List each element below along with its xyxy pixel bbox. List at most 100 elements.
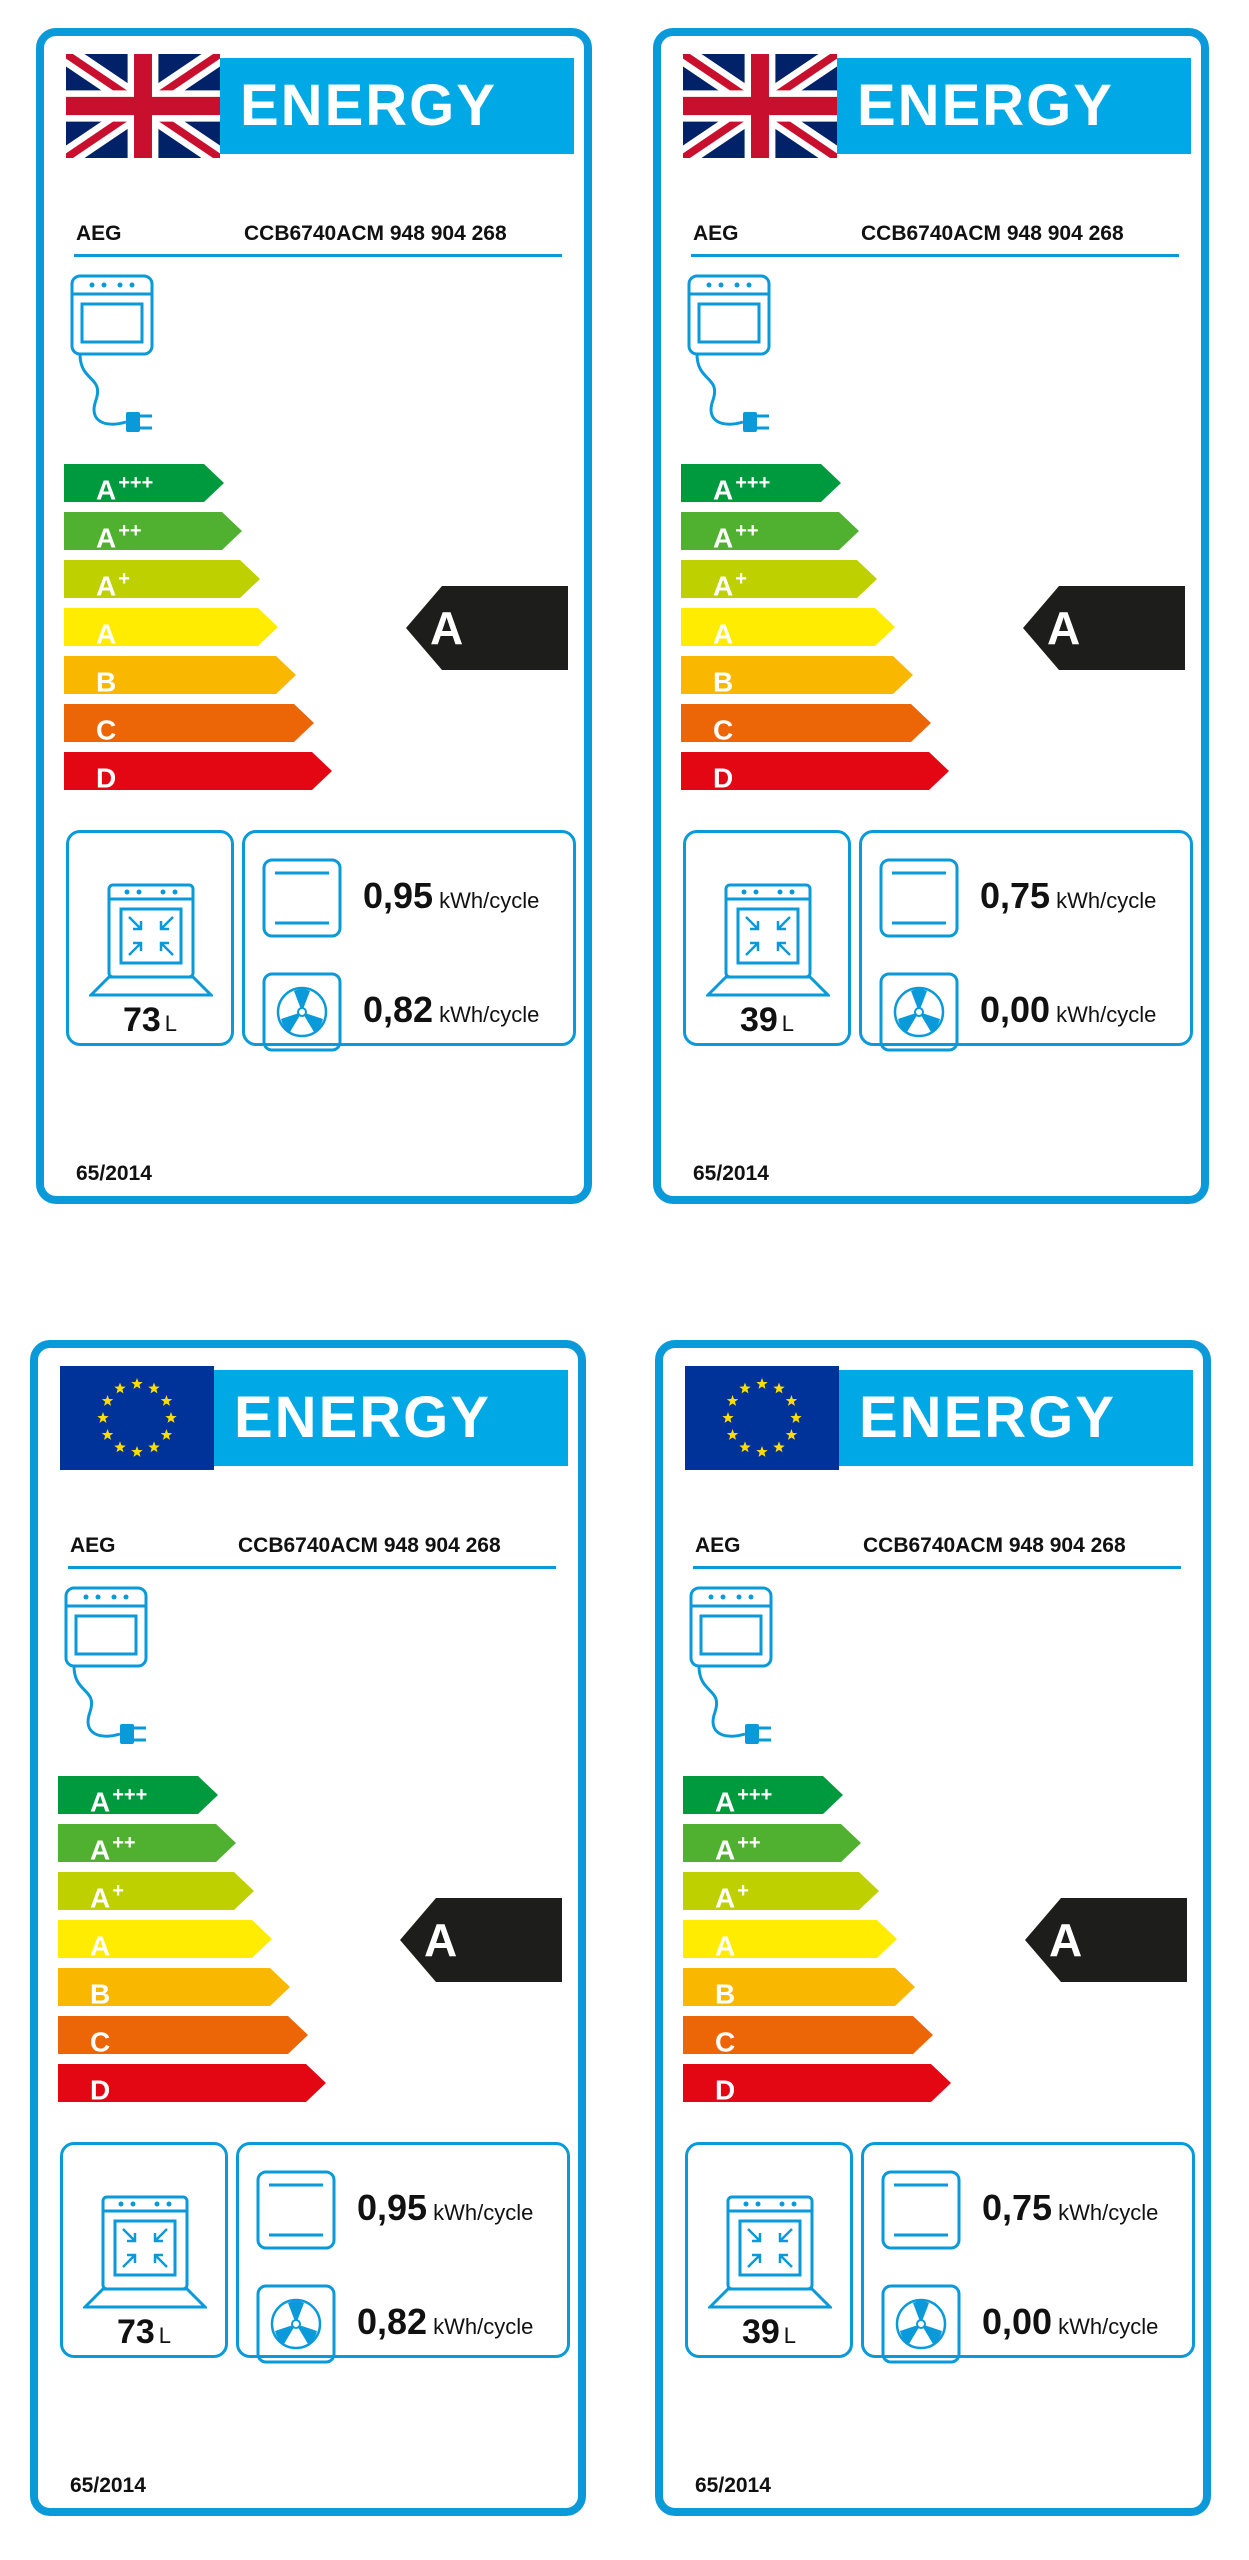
volume-value: 39 L [686,1001,848,1040]
scale-bar: A [681,608,895,649]
model-identifier: CCB6740ACM 948 904 268 [238,1534,501,1557]
scale-class-label: A + [715,1872,749,1917]
eu-flag-icon [685,1366,839,1470]
volume-value: 39 L [688,2313,850,2352]
scale-class-plus: ++ [118,520,142,542]
scale-class-label: D [90,2064,112,2109]
scale-class-letter: A [715,1882,736,1914]
regulation-number: 65/2014 [695,2474,771,2497]
fan-energy-unit: kWh/cycle [1058,2314,1159,2339]
energy-label: ENERGY AEG CCB6740ACM 948 904 268 A +++ A +… [36,28,592,1204]
oven-cavity-icon [89,883,213,997]
scale-bar: C [64,704,314,746]
scale-class-letter: B [715,1978,736,2010]
fan-energy: 0,00 kWh/cycle [980,989,1156,1031]
energy-banner: ENERGY [214,1370,568,1466]
scale-class-letter: C [713,714,734,746]
scale-bar: A [58,1920,272,1961]
scale-class-plus: ++ [735,520,759,542]
conventional-energy: 0,95 kWh/cycle [357,2187,533,2229]
conventional-energy: 0,75 kWh/cycle [982,2187,1158,2229]
scale-class-label: B [90,1968,112,2013]
rating-class: A [1047,602,1081,654]
energy-scale: A +++ A ++ A + A B C D [58,1776,378,2116]
scale-class-letter: A [96,570,117,602]
scale-class-plus: + [737,1880,749,1902]
scale-class-letter: D [713,762,734,794]
scale-class-letter: A [90,1882,111,1914]
scale-class-label: B [96,656,118,701]
conventional-mode-icon [881,2170,961,2250]
scale-class-letter: C [96,714,117,746]
oven-cavity-icon [708,2195,832,2309]
fan-energy-value: 0,82 [357,2301,428,2342]
scale-class-plus: + [112,1880,124,1902]
scale-bar: A +++ [683,1776,843,1818]
fan-mode-icon [881,2284,961,2364]
energy-scale: A +++ A ++ A + A B C D [64,464,384,804]
fan-energy: 0,00 kWh/cycle [982,2301,1158,2343]
scale-class-letter: B [90,1978,111,2010]
volume-box: 39 L [685,2142,853,2358]
scale-bar: A [683,1920,897,1961]
scale-class-label: D [713,752,735,797]
scale-class-plus: + [735,568,747,590]
header-divider [68,1566,556,1569]
scale-class-letter: D [715,2074,736,2106]
oven-plug-icon [689,1586,773,1744]
oven-plug-icon [687,274,771,432]
scale-class-label: D [715,2064,737,2109]
scale-class-letter: A [90,1786,111,1818]
conventional-energy-value: 0,95 [363,875,434,916]
scale-class-label: A [715,1920,737,1965]
scale-bar: C [681,704,931,746]
conventional-mode-icon [879,858,959,938]
fan-mode-icon [256,2284,336,2364]
energy-scale: A +++ A ++ A + A B C D [681,464,1001,804]
volume-number: 73 [116,2313,155,2351]
regulation-number: 65/2014 [70,2474,146,2497]
energy-label: ENERGY AEG CCB6740ACM 948 904 268 A +++ A +… [30,1340,586,2516]
energy-consumption-box: 0,95 kWh/cycle 0,82 kWh/cycle [236,2142,570,2364]
scale-class-letter: A [715,1786,736,1818]
scale-bar: A +++ [681,464,841,505]
scale-bar: A +++ [58,1776,218,1818]
scale-bar: A + [683,1872,879,1913]
oven-cavity-icon [83,2195,207,2309]
fan-energy-unit: kWh/cycle [1056,1002,1157,1027]
energy-banner: ENERGY [220,58,574,154]
fan-energy-unit: kWh/cycle [439,1002,540,1027]
scale-bar: A + [58,1872,254,1914]
conventional-energy-unit: kWh/cycle [1056,888,1157,913]
scale-class-label: A + [713,560,747,605]
fan-mode-icon [879,972,959,1052]
scale-bar: A +++ [64,464,224,505]
scale-class-letter: B [96,666,117,698]
scale-class-label: A [90,1920,112,1965]
scale-bar: A + [64,560,260,602]
rating-arrow: A [406,586,568,670]
model-identifier: CCB6740ACM 948 904 268 [863,1534,1126,1557]
volume-box: 73 L [66,830,234,1046]
scale-class-label: B [713,656,735,701]
volume-unit: L [783,2323,797,2348]
scale-bar: B [681,656,913,697]
conventional-energy-value: 0,95 [357,2187,428,2228]
scale-bar: D [681,752,949,793]
energy-consumption-box: 0,75 kWh/cycle 0,00 kWh/cycle [859,830,1193,1052]
conventional-energy: 0,75 kWh/cycle [980,875,1156,917]
fan-mode-icon [262,972,342,1052]
conventional-energy: 0,95 kWh/cycle [363,875,539,917]
scale-class-letter: C [715,2026,736,2058]
scale-class-label: A ++ [96,512,142,557]
energy-consumption-box: 0,75 kWh/cycle 0,00 kWh/cycle [861,2142,1195,2364]
conventional-mode-icon [256,2170,336,2250]
volume-unit: L [164,1011,178,1036]
scale-class-letter: A [715,1930,736,1962]
rating-arrow: A [1025,1898,1187,1982]
oven-cavity-icon [706,883,830,997]
volume-value: 73 L [69,1001,231,1040]
rating-class: A [430,602,464,654]
scale-class-plus: +++ [112,1784,148,1806]
scale-class-letter: B [713,666,734,698]
